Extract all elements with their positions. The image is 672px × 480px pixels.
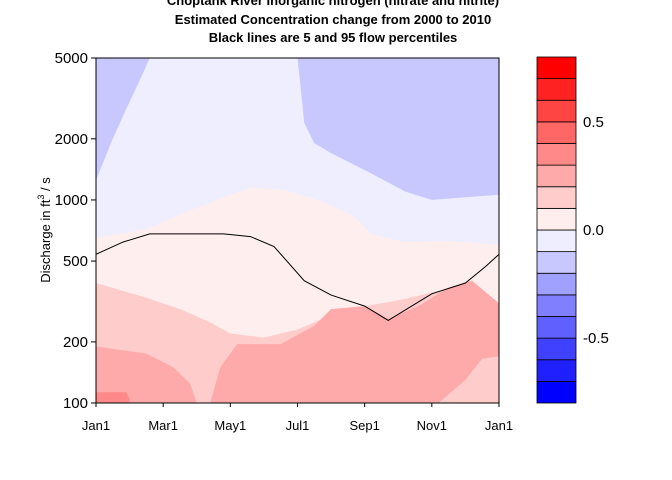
region-pink-dark-left [96, 346, 197, 403]
colorbar-swatch [536, 359, 577, 382]
colorbar-swatch [536, 186, 577, 209]
x-axis: Jan1 Mar1 May1 Jul1 Sep1 Nov1 Jan1 [82, 403, 513, 433]
colorbar-swatch [536, 272, 577, 296]
colorbar-swatch [536, 99, 577, 123]
colorbar-swatch [536, 143, 577, 166]
plot-area [96, 58, 499, 403]
colorbar-swatch [536, 207, 577, 231]
colorbar-tick-label: -0.5 [583, 330, 609, 347]
region-pink-dark-mid [210, 280, 499, 403]
x-tick-label: Jan1 [82, 418, 110, 433]
region-pink-medium-low-right [438, 356, 499, 403]
y-tick-label: 100 [63, 395, 88, 412]
colorbar-tick-label: 0.5 [583, 114, 604, 131]
y-axis-label: Discharge in ft3 / s [36, 177, 53, 283]
y-tick-label: 500 [63, 253, 88, 270]
chart-title-line-1: Choptank River Inorganic nitrogen (nitra… [167, 0, 499, 8]
y-tick-label: 1000 [55, 192, 88, 209]
colorbar-swatch [536, 164, 577, 188]
region-blue-upper-right [297, 58, 499, 200]
colorbar-swatch [536, 380, 577, 404]
colorbar-tick-label: 0.0 [583, 222, 604, 239]
x-tick-label: Jul1 [286, 418, 310, 433]
x-tick-label: Jan1 [485, 418, 513, 433]
colorbar: -0.5 0.0 0.5 [536, 56, 609, 404]
colorbar-swatch [536, 121, 577, 144]
flow-percentile-line [96, 233, 499, 321]
x-tick-label: May1 [214, 418, 246, 433]
region-blue-upper-left [96, 58, 150, 181]
contour-regions [96, 58, 499, 403]
y-tick-label: 2000 [55, 131, 88, 148]
region-pink-darker-corner [96, 392, 130, 403]
colorbar-swatch [536, 294, 577, 317]
y-tick-label: 5000 [55, 50, 88, 67]
colorbar-swatch [536, 316, 577, 339]
x-tick-label: Nov1 [417, 418, 447, 433]
colorbar-swatch [536, 229, 577, 253]
colorbar-swatch [536, 56, 577, 80]
colorbar-swatch [536, 337, 577, 361]
chart-title-line-3: Black lines are 5 and 95 flow percentile… [209, 30, 458, 45]
colorbar-swatch [536, 251, 577, 274]
chart-title-line-2: Estimated Concentration change from 2000… [175, 12, 491, 27]
y-tick-label: 200 [63, 334, 88, 351]
y-axis: 100 200 500 1000 2000 5000 [55, 50, 96, 412]
x-tick-label: Sep1 [349, 418, 379, 433]
x-tick-label: Mar1 [148, 418, 178, 433]
colorbar-swatch [536, 78, 577, 101]
